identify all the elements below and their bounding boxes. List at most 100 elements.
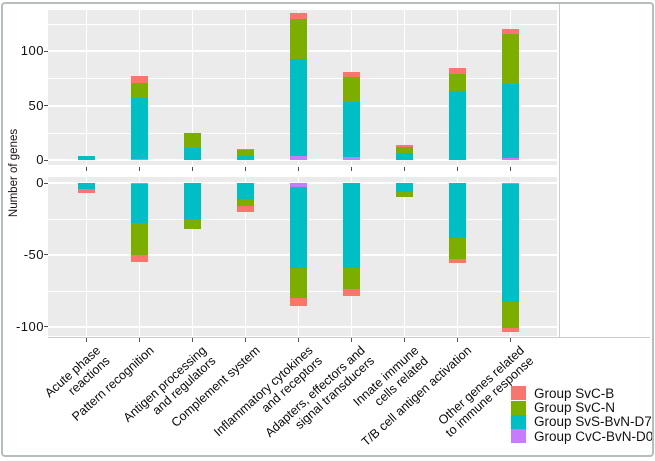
legend-color-swatch [511,414,526,429]
y-tick-label: 100 [20,43,44,58]
legend-item-group-cvc-bvn-d0: Group CvC-BvN-D0 [511,428,654,444]
bar-segment-inflammatory-cytokines-and-receptors [290,187,307,268]
bar-segment-inflammatory-cytokines-and-receptors [290,58,307,156]
x-tick-mark [403,338,406,342]
bar-segment-other-genes-related-to-immune-response [502,302,519,328]
y-tick-mark [44,182,48,184]
gridline-vertical [85,177,88,336]
x-tick-mark [350,338,353,342]
bar-segment-pattern-recognition [131,82,148,98]
x-tick-mark [244,167,247,171]
bar-segment-adapters-effectors-and-signal-transducers [343,267,360,290]
x-tick-mark [403,167,406,171]
gridline-vertical [403,177,406,336]
right-box-divider [559,3,560,337]
bar-segment-innate-immune-cells-related [396,183,413,192]
bar-segment-complement-system [237,149,254,151]
y-tick-label: 0 [36,152,44,167]
bar-segment-t-b-cell-antigen-activation [449,91,466,160]
bar-segment-other-genes-related-to-immune-response [502,33,519,84]
bar-segment-inflammatory-cytokines-and-receptors [290,267,307,298]
bar-segment-pattern-recognition [131,183,148,185]
gridline-vertical [244,10,247,165]
bar-segment-antigen-processing-and-regulators [184,132,201,148]
x-tick-mark [244,338,247,342]
bar-segment-pattern-recognition [131,184,148,224]
bar-segment-complement-system [237,183,254,199]
bar-segment-pattern-recognition [131,97,148,159]
bar-segment-acute-phase-reactions [78,188,95,194]
bar-segment-innate-immune-cells-related [396,191,413,198]
x-tick-mark [509,167,512,171]
legend: Group SvC-B Group SvC-N Group SvS-BvN-D7 Gr… [511,386,653,444]
bar-segment-other-genes-related-to-immune-response [502,184,519,303]
y-axis-title: Number of genes [8,128,20,218]
bar-segment-inflammatory-cytokines-and-receptors [290,12,307,20]
bar-segment-inflammatory-cytokines-and-receptors [290,297,307,307]
y-tick-mark [44,159,48,161]
bar-segment-complement-system [237,150,254,156]
x-tick-mark [509,338,512,342]
gridline-vertical [191,10,194,165]
bar-segment-adapters-effectors-and-signal-transducers [343,183,360,268]
gridline-major [48,159,557,161]
gridline-vertical [191,177,194,336]
panel-upregulated [48,10,557,165]
bar-segment-innate-immune-cells-related [396,144,413,147]
bar-segment-adapters-effectors-and-signal-transducers [343,102,360,157]
bar-segment-t-b-cell-antigen-activation [449,237,466,260]
panel-downregulated [48,177,557,336]
bar-segment-adapters-effectors-and-signal-transducers [343,289,360,297]
gridline-vertical [85,10,88,165]
legend-color-swatch [511,386,526,401]
bottom-panel-edge-line [48,337,650,338]
bar-segment-inflammatory-cytokines-and-receptors [290,155,307,160]
bar-segment-adapters-effectors-and-signal-transducers [343,71,360,78]
x-tick-mark [85,338,88,342]
bar-segment-adapters-effectors-and-signal-transducers [343,77,360,103]
legend-color-swatch [511,400,526,415]
legend-label: Group SvC-B [534,385,615,401]
legend-label: Group SvS-BvN-D7 [534,414,652,430]
bar-segment-complement-system [237,155,254,160]
gridline-major [48,325,557,328]
bar-segment-t-b-cell-antigen-activation [449,68,466,74]
x-tick-mark [191,167,194,171]
x-tick-mark [138,338,141,342]
x-tick-mark [297,338,300,342]
x-tick-mark [456,338,459,342]
y-tick-mark [44,326,48,327]
bar-segment-t-b-cell-antigen-activation [449,73,466,92]
x-tick-mark [350,167,353,171]
bar-segment-pattern-recognition [131,76,148,83]
bar-segment-antigen-processing-and-regulators [184,218,201,229]
y-tick-mark [44,50,48,52]
bar-segment-complement-system [237,198,254,206]
y-tick-mark [44,105,48,106]
gridline-vertical [244,177,247,336]
y-tick-label: -100 [15,318,44,334]
bar-segment-other-genes-related-to-immune-response [502,327,519,333]
legend-label: Group CvC-BvN-D0 [534,428,654,444]
bar-segment-antigen-processing-and-regulators [184,183,201,219]
bar-segment-other-genes-related-to-immune-response [502,29,519,34]
x-tick-mark [138,167,141,171]
y-tick-label: -50 [23,246,44,262]
bar-segment-innate-immune-cells-related [396,153,413,160]
gridline-vertical [403,10,406,165]
y-tick-label: 0 [36,175,44,190]
bar-segment-acute-phase-reactions [78,155,95,160]
bar-segment-inflammatory-cytokines-and-receptors [290,19,307,59]
bar-segment-pattern-recognition [131,158,148,160]
bar-segment-inflammatory-cytokines-and-receptors [290,183,307,188]
x-tick-mark [191,338,194,342]
bar-segment-other-genes-related-to-immune-response [502,183,519,185]
bar-segment-acute-phase-reactions [78,183,95,189]
bar-segment-antigen-processing-and-regulators [184,148,201,160]
bar-segment-pattern-recognition [131,254,148,262]
bar-segment-adapters-effectors-and-signal-transducers [343,156,360,160]
bar-segment-complement-system [237,205,254,212]
legend-item-group-svs-bvn-d7: Group SvS-BvN-D7 [511,414,653,430]
x-tick-mark [456,167,459,171]
